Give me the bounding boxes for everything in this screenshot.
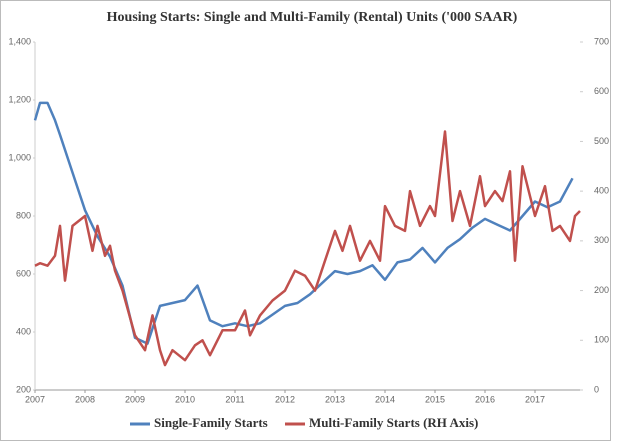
y-tick-label: 1,000 bbox=[8, 152, 31, 162]
y-tick-label: 800 bbox=[16, 210, 31, 220]
y2-tick-label: 0 bbox=[594, 384, 599, 394]
x-tick-label: 2013 bbox=[325, 394, 345, 404]
x-tick-label: 2009 bbox=[125, 394, 145, 404]
x-tick-label: 2017 bbox=[525, 394, 545, 404]
x-tick-label: 2012 bbox=[275, 394, 295, 404]
y2-tick-label: 100 bbox=[594, 335, 609, 345]
x-tick-label: 2015 bbox=[425, 394, 445, 404]
x-tick-label: 2007 bbox=[25, 394, 45, 404]
y-tick-label: 1,200 bbox=[8, 94, 31, 104]
legend-label: Single-Family Starts bbox=[154, 415, 268, 430]
x-tick-label: 2008 bbox=[75, 394, 95, 404]
y2-tick-label: 300 bbox=[594, 235, 609, 245]
series-line bbox=[34, 130, 581, 367]
x-tick-label: 2014 bbox=[375, 394, 395, 404]
y-tick-label: 1,400 bbox=[8, 36, 31, 46]
y-tick-label: 200 bbox=[16, 384, 31, 394]
x-tick-label: 2011 bbox=[225, 394, 244, 404]
y2-tick-label: 200 bbox=[594, 285, 609, 295]
y-tick-label: 400 bbox=[16, 326, 31, 336]
y-tick-label: 600 bbox=[16, 268, 31, 278]
chart-title: Housing Starts: Single and Multi-Family … bbox=[107, 10, 518, 25]
y2-tick-label: 400 bbox=[594, 186, 609, 196]
y2-tick-label: 500 bbox=[594, 136, 609, 146]
y2-tick-label: 600 bbox=[594, 86, 609, 96]
frame bbox=[0, 0, 611, 441]
x-tick-label: 2010 bbox=[175, 394, 195, 404]
y2-tick-label: 700 bbox=[594, 36, 609, 46]
x-tick-label: 2016 bbox=[475, 394, 495, 404]
legend-label: Multi-Family Starts (RH Axis) bbox=[309, 415, 478, 430]
